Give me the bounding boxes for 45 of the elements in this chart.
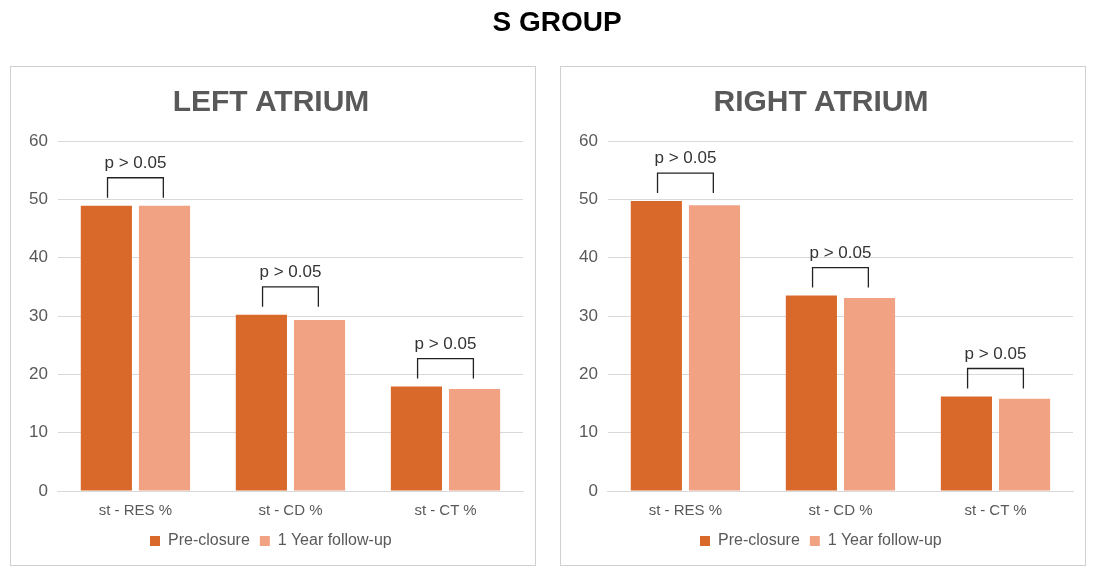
x-tick-label: st - CD % bbox=[808, 501, 873, 519]
y-tick-label: 50 bbox=[578, 189, 598, 209]
chart-subtitle: RIGHT ATRIUM bbox=[713, 84, 929, 118]
bar bbox=[448, 388, 501, 491]
y-tick-label: 20 bbox=[578, 364, 598, 384]
y-tick-label: 20 bbox=[28, 364, 48, 384]
bar bbox=[80, 205, 132, 491]
y-tick-label: 0 bbox=[38, 480, 48, 500]
annotation: p > 0.05 bbox=[809, 242, 872, 262]
bar bbox=[235, 314, 287, 491]
y-tick-label: 60 bbox=[28, 130, 48, 150]
bar bbox=[998, 398, 1051, 491]
bar bbox=[630, 201, 682, 491]
y-tick-label: 40 bbox=[578, 247, 598, 267]
legend-label: Pre-closure bbox=[718, 531, 800, 549]
annotation: p > 0.05 bbox=[259, 262, 322, 282]
y-tick-label: 40 bbox=[28, 247, 48, 267]
bar bbox=[688, 205, 741, 491]
bar bbox=[843, 297, 896, 491]
x-tick-label: st - RES % bbox=[648, 501, 723, 519]
bar bbox=[785, 295, 837, 491]
y-tick-label: 10 bbox=[28, 422, 48, 442]
y-tick-label: 30 bbox=[28, 305, 48, 325]
x-tick-label: st - RES % bbox=[98, 501, 173, 519]
bar bbox=[138, 205, 191, 491]
y-tick-label: 0 bbox=[588, 480, 598, 500]
bar bbox=[940, 396, 992, 491]
y-tick-label: 10 bbox=[578, 422, 598, 442]
legend-label: 1 Year follow-up bbox=[827, 531, 942, 549]
y-tick-label: 30 bbox=[578, 305, 598, 325]
annotation: p > 0.05 bbox=[964, 343, 1027, 363]
annotation: p > 0.05 bbox=[104, 152, 167, 172]
legend-label: 1 Year follow-up bbox=[277, 531, 392, 549]
bar bbox=[390, 386, 442, 491]
annotation: p > 0.05 bbox=[414, 333, 477, 353]
bar bbox=[293, 320, 346, 491]
x-tick-label: st - CT % bbox=[414, 501, 477, 519]
annotation: p > 0.05 bbox=[654, 148, 717, 168]
y-tick-label: 50 bbox=[28, 189, 48, 209]
chart-subtitle: LEFT ATRIUM bbox=[172, 84, 370, 118]
text: S GROUP bbox=[491, 6, 623, 38]
x-tick-label: st - CT % bbox=[964, 501, 1027, 519]
legend-label: Pre-closure bbox=[168, 531, 250, 549]
x-tick-label: st - CD % bbox=[258, 501, 323, 519]
y-tick-label: 60 bbox=[578, 130, 598, 150]
